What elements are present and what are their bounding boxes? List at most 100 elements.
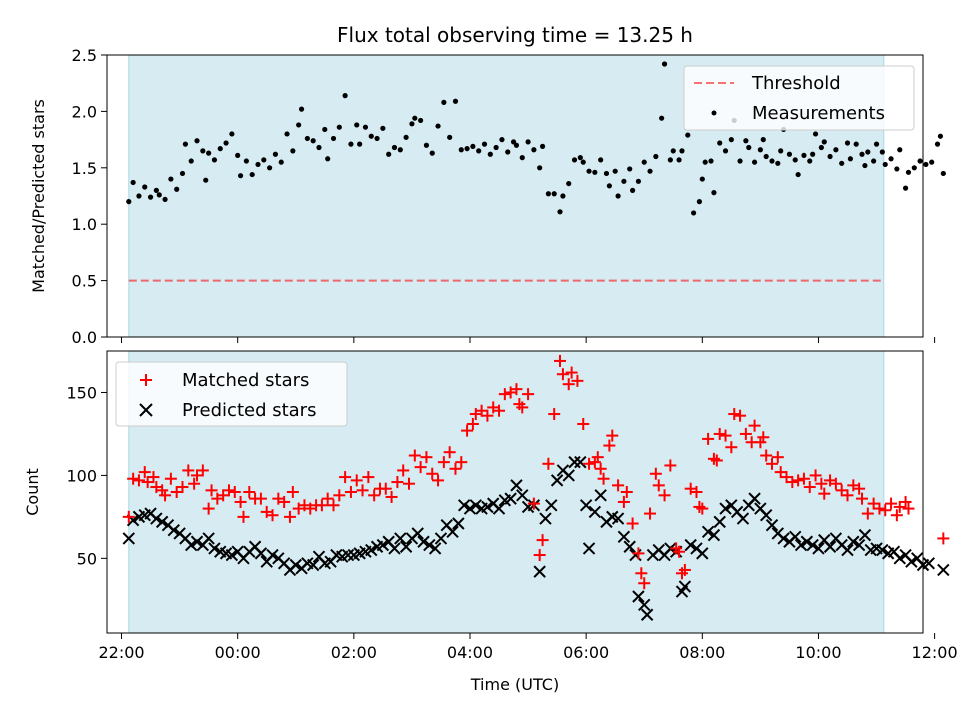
matched-star-marker — [734, 409, 747, 422]
measurement-point — [412, 115, 418, 121]
legend-predicted-label: Predicted stars — [182, 400, 316, 421]
top-y-axis-label: Matched/Predicted stars — [29, 99, 48, 293]
predicted-star-marker — [365, 543, 378, 557]
predicted-star-marker — [823, 540, 837, 553]
predicted-star-marker — [574, 455, 587, 469]
matched-star-marker — [196, 464, 209, 477]
bottom-y-axis-label: Count — [23, 468, 42, 516]
matched-star-marker — [565, 366, 578, 379]
bottom-y-tick-label: 150 — [66, 383, 97, 402]
measurement-point — [871, 158, 877, 164]
matched-star-marker — [803, 481, 816, 494]
matched-star-marker — [510, 383, 523, 396]
predicted-star-marker — [463, 502, 477, 515]
measurement-point — [580, 159, 586, 165]
predicted-star-marker — [588, 505, 602, 519]
matched-star-marker — [856, 492, 869, 505]
predicted-star-marker — [202, 532, 215, 545]
matched-star-marker — [466, 417, 479, 430]
matched-star-marker — [344, 486, 357, 498]
measurement-point — [792, 157, 798, 163]
predicted-star-marker — [893, 552, 906, 565]
predicted-star-marker — [812, 542, 825, 555]
measurement-point — [174, 186, 180, 192]
measurement-point — [126, 199, 132, 205]
measurement-point — [537, 165, 543, 171]
ratio-panel: 0.0 0.5 1.0 1.5 2.0 2.5 Matched/Predicted sta… — [29, 46, 946, 347]
matched-star-marker — [368, 489, 381, 502]
matched-star-marker — [222, 484, 235, 497]
bottom-axes-frame — [106, 350, 924, 634]
measurement-point — [635, 178, 642, 184]
matched-star-marker — [379, 482, 392, 495]
measurement-point — [458, 147, 464, 153]
matched-star-marker — [437, 456, 450, 469]
measurement-point — [217, 146, 223, 152]
matched-star-marker — [522, 388, 535, 401]
measurement-point — [206, 150, 212, 156]
matched-star-marker — [841, 489, 854, 502]
measurement-point — [519, 155, 525, 161]
measurement-point — [696, 199, 702, 205]
measurement-point — [801, 152, 807, 158]
matched-star-marker — [879, 504, 892, 517]
matched-star-marker — [420, 451, 433, 464]
measurement-point — [476, 148, 482, 154]
measurement-point — [136, 193, 142, 199]
measurement-point — [531, 147, 537, 153]
matched-star-marker — [583, 457, 596, 470]
measurement-point — [722, 148, 729, 154]
measurement-point — [380, 125, 386, 131]
matched-star-marker — [937, 532, 950, 545]
matched-star-marker — [899, 495, 912, 508]
predicted-star-marker — [736, 512, 750, 525]
measurement-point — [296, 122, 302, 128]
measurement-point — [894, 166, 900, 172]
matched-star-marker — [122, 510, 135, 523]
matched-star-marker — [702, 432, 715, 445]
measurement-point — [354, 122, 360, 128]
top-y-ticks: 0.0 0.5 1.0 1.5 2.0 2.5 — [72, 46, 107, 347]
predicted-star-marker — [794, 538, 808, 552]
predicted-star-marker — [122, 532, 135, 545]
measurement-point — [188, 158, 194, 164]
matched-star-marker — [873, 502, 886, 515]
matched-star-marker — [127, 472, 140, 485]
measurement-point — [249, 171, 255, 178]
bottom-x-tick-label: 08:00 — [679, 643, 725, 662]
predicted-star-marker — [617, 530, 631, 543]
measurement-point — [235, 152, 241, 158]
matched-star-marker — [786, 476, 799, 489]
predicted-star-marker — [707, 528, 721, 542]
measurement-point — [603, 170, 610, 177]
measurement-point — [690, 210, 697, 216]
matched-star-marker — [493, 404, 506, 417]
measurement-point — [403, 134, 409, 140]
matched-star-marker — [182, 464, 195, 477]
predicted-star-marker — [582, 542, 596, 555]
matched-star-marker — [327, 499, 340, 512]
matched-star-marker — [792, 474, 805, 487]
measurement-point — [844, 140, 851, 146]
matched-star-marker — [315, 499, 328, 512]
predicted-star-marker — [167, 523, 180, 537]
matched-star-marker — [728, 408, 741, 421]
measurement-point — [435, 123, 441, 129]
predicted-star-marker — [847, 535, 860, 548]
matched-star-marker — [658, 489, 671, 502]
matched-star-marker — [693, 500, 706, 513]
predicted-star-marker — [759, 509, 773, 522]
measurement-point — [743, 138, 749, 144]
predicted-star-marker — [306, 558, 320, 572]
predicted-star-marker — [678, 580, 692, 593]
measurement-point — [237, 173, 244, 179]
matched-star-marker — [403, 477, 416, 490]
bottom-x-tick-label: 06:00 — [563, 643, 609, 662]
legend-measurements-swatch — [711, 110, 717, 116]
bottom-x-tick-label: 12:00 — [912, 643, 958, 662]
matched-star-marker — [556, 368, 569, 381]
measurement-point — [775, 160, 781, 166]
matched-star-marker — [548, 408, 561, 421]
measurement-point — [510, 139, 517, 145]
